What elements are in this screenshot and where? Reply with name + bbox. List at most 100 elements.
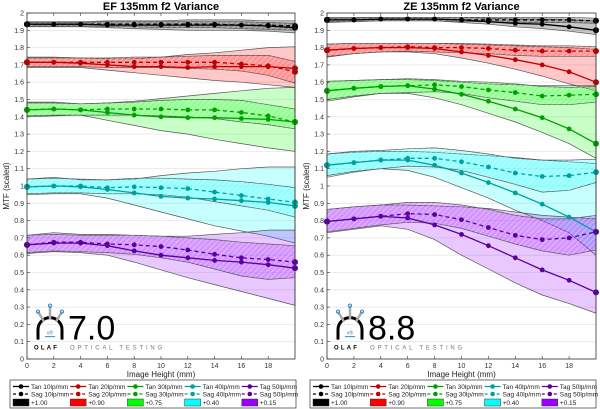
y-tick-label: 0.3 bbox=[314, 305, 324, 312]
tan-point bbox=[566, 214, 572, 220]
sag-point bbox=[158, 106, 164, 112]
tan-point bbox=[512, 20, 518, 26]
y-tick-label: 0.4 bbox=[14, 287, 24, 294]
sag-point bbox=[459, 45, 464, 50]
sag-point bbox=[566, 173, 572, 179]
legend-offset-label: +0.15 bbox=[260, 400, 277, 407]
legend-swatch bbox=[12, 398, 30, 407]
legend-tan-marker bbox=[375, 384, 381, 389]
y-tick-label: 1.3 bbox=[14, 132, 24, 139]
sag-point bbox=[351, 216, 357, 222]
x-tick-label: 14 bbox=[511, 363, 519, 370]
legend-swatch bbox=[541, 398, 559, 407]
sag-point bbox=[378, 84, 384, 89]
x-tick-label: 0 bbox=[25, 363, 29, 370]
tan-point bbox=[158, 64, 164, 70]
x-axis-label: Image Height (mm) bbox=[127, 370, 196, 379]
y-tick-label: 1.3 bbox=[314, 132, 324, 139]
legend-tan-label: Tag 50lp/mm bbox=[560, 384, 597, 391]
x-tick-label: 2 bbox=[52, 363, 56, 370]
olaf-logo: v® 7.0 OLAF OPTICAL TESTING bbox=[34, 303, 165, 352]
sag-point bbox=[131, 184, 137, 190]
tan-point bbox=[185, 115, 191, 121]
sag-point bbox=[105, 59, 110, 65]
score-value: 8.8 bbox=[368, 310, 415, 348]
sag-point bbox=[51, 59, 57, 65]
logo-badge: v® bbox=[347, 330, 354, 337]
legend-swatch bbox=[241, 398, 259, 407]
sag-point bbox=[378, 16, 384, 22]
logo-badge: v® bbox=[47, 330, 54, 337]
legend-tan-marker bbox=[247, 384, 253, 389]
logo-dot-icon bbox=[347, 303, 353, 308]
chart-panel-2: ZE 135mm f2 Variance MTF (scaled) Image He… bbox=[302, 1, 599, 409]
logo-tagline: OPTICAL TESTING bbox=[70, 346, 165, 352]
sag-point bbox=[432, 82, 437, 88]
tan-point bbox=[131, 248, 137, 254]
sag-point bbox=[78, 239, 83, 245]
sag-point bbox=[378, 157, 384, 163]
sag-point bbox=[158, 59, 164, 65]
tan-point bbox=[265, 116, 271, 122]
sag-point bbox=[566, 17, 572, 23]
tan-point bbox=[566, 126, 572, 132]
legend-tan-marker bbox=[133, 384, 138, 389]
sag-point bbox=[51, 106, 57, 112]
sag-point bbox=[486, 164, 491, 170]
sag-point bbox=[512, 170, 518, 176]
legend-tan-marker bbox=[318, 384, 324, 389]
sag-point bbox=[351, 46, 357, 51]
legend-sag-label: Sag 40lp/mm bbox=[503, 391, 541, 398]
y-tick-label: 1.2 bbox=[14, 149, 24, 156]
tan-point bbox=[459, 232, 464, 237]
sag-point bbox=[131, 59, 137, 65]
legend-offset-label: +0.90 bbox=[88, 400, 105, 407]
tan-point bbox=[512, 190, 518, 196]
legend-tan-marker bbox=[18, 384, 24, 389]
tan-point bbox=[158, 252, 164, 258]
sag-point bbox=[539, 48, 545, 54]
logo-dot-icon bbox=[59, 309, 65, 314]
legend-swatch bbox=[369, 398, 387, 407]
tan-point bbox=[239, 259, 244, 265]
sag-point bbox=[239, 61, 244, 67]
tan-point bbox=[459, 91, 464, 97]
y-tick-label: 0.3 bbox=[14, 305, 24, 312]
sag-point bbox=[78, 59, 83, 65]
sag-point bbox=[105, 106, 110, 112]
tan-point bbox=[566, 277, 572, 283]
y-tick-label: 2 bbox=[20, 11, 24, 18]
sag-point bbox=[239, 255, 244, 261]
sag-point bbox=[185, 186, 191, 191]
tan-point bbox=[212, 64, 218, 70]
chart-title: ZE 135mm f2 Variance bbox=[403, 1, 519, 13]
y-tick-label: 2 bbox=[320, 11, 324, 18]
sag-point bbox=[185, 247, 191, 253]
x-tick-label: 6 bbox=[406, 363, 410, 370]
logo-dot-icon bbox=[47, 303, 53, 308]
y-tick-label: 0.9 bbox=[314, 201, 324, 208]
legend-offset-label: +0.75 bbox=[445, 400, 462, 407]
sag-point bbox=[158, 185, 164, 191]
tan-point bbox=[265, 262, 271, 268]
sag-point bbox=[566, 92, 572, 98]
y-tick-label: 1.7 bbox=[14, 62, 24, 69]
y-tick-label: 0 bbox=[20, 357, 24, 364]
legend-swatch bbox=[427, 398, 444, 407]
logo-dot-icon bbox=[359, 309, 365, 314]
tan-point bbox=[512, 255, 518, 261]
logo-brand: OLAF bbox=[34, 346, 59, 352]
legend-tan-label: Tan 30lp/mm bbox=[445, 384, 482, 391]
sag-point bbox=[78, 107, 83, 113]
y-tick-label: 1.8 bbox=[314, 45, 324, 52]
legend-swatch bbox=[184, 398, 201, 407]
sag-point bbox=[265, 257, 271, 262]
y-tick-label: 0.4 bbox=[314, 287, 324, 294]
sag-point bbox=[78, 21, 83, 27]
y-tick-label: 1.5 bbox=[14, 97, 24, 104]
y-tick-label: 1 bbox=[320, 184, 324, 191]
sag-point bbox=[212, 251, 218, 257]
olaf-logo: v® 8.8 OLAF OPTICAL TESTING bbox=[334, 303, 462, 352]
